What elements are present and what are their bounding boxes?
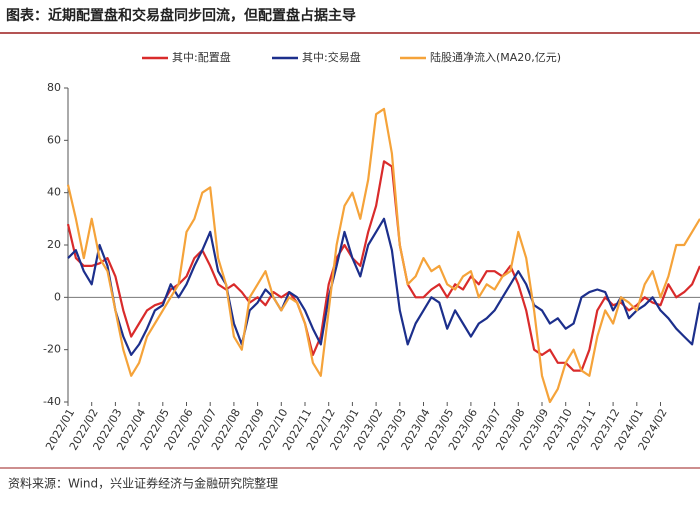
- chart-title: 图表：近期配置盘和交易盘同步回流，但配置盘占据主导: [6, 7, 356, 24]
- y-tick-label: 0: [54, 290, 61, 303]
- source-note: 资料来源：Wind，兴业证券经济与金融研究院整理: [8, 476, 278, 491]
- y-tick-label: -40: [43, 395, 61, 408]
- legend-label: 其中:配置盘: [172, 50, 231, 64]
- series-line: [67, 217, 700, 356]
- y-tick-label: 20: [47, 238, 61, 251]
- y-tick-label: -20: [43, 343, 61, 356]
- y-tick-label: 60: [47, 133, 61, 146]
- y-tick-label: 40: [47, 186, 61, 199]
- y-tick-label: 80: [47, 81, 61, 94]
- legend-label: 陆股通净流入(MA20,亿元): [430, 50, 561, 64]
- series-line: [66, 160, 700, 372]
- legend-label: 其中:交易盘: [302, 50, 361, 64]
- series-line: [66, 107, 700, 404]
